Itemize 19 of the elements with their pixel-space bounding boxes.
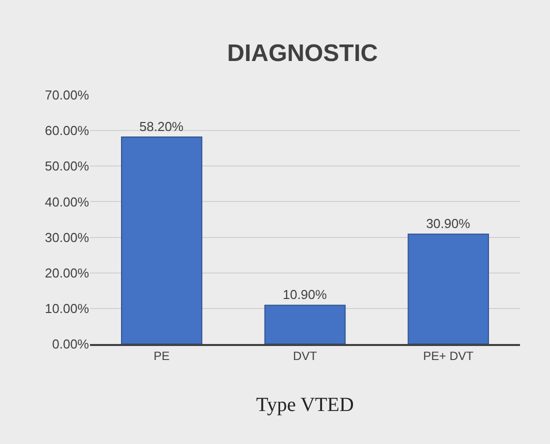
- y-tick-label: 10.00%: [44, 300, 90, 316]
- bar: [264, 304, 346, 344]
- data-label: 10.90%: [282, 287, 328, 302]
- data-label: 58.20%: [139, 118, 184, 134]
- y-tick-label: 50.00%: [44, 158, 90, 174]
- y-tick-label: 60.00%: [44, 123, 90, 138]
- x-axis-title: Type VTED: [256, 394, 354, 416]
- data-label: 30.90%: [426, 216, 471, 232]
- y-tick-label: 0.00%: [52, 336, 90, 352]
- y-tick-label: 70.00%: [44, 88, 90, 103]
- y-tick-label: 20.00%: [44, 265, 90, 280]
- chart-title: DIAGNOSTIC: [227, 40, 378, 68]
- bar: [408, 234, 489, 344]
- y-tick-label: 40.00%: [44, 194, 90, 210]
- x-tick-label: PE+ DVT: [423, 349, 474, 364]
- y-tick-label: 30.00%: [44, 230, 90, 245]
- x-tick-label: DVT: [293, 349, 318, 364]
- bar: [121, 136, 202, 344]
- x-tick-label: PE: [154, 349, 170, 364]
